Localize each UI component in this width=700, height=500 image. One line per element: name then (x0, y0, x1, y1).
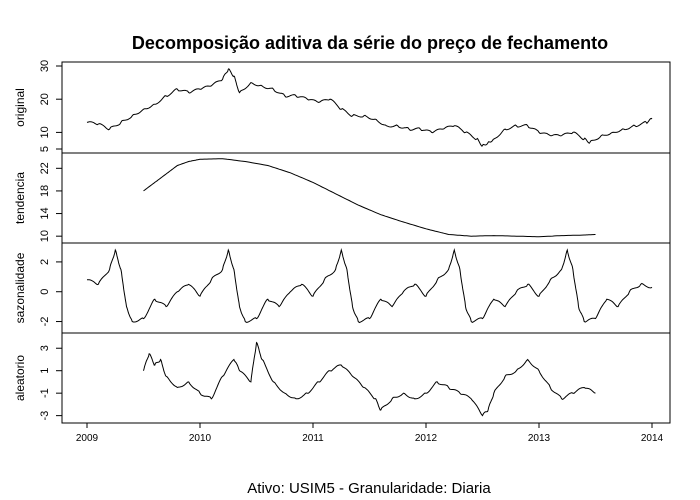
y-tick-label: -1 (39, 388, 51, 398)
y-axis-label-sazonalidade: sazonalidade (13, 252, 27, 323)
y-axis-label-aleatorio: aleatorio (13, 355, 27, 401)
y-tick-label: 22 (39, 162, 51, 174)
series-line-aleatorio (143, 341, 596, 417)
y-tick-label: 0 (39, 289, 51, 295)
x-axis: 2009 2010 2011 2012 2013 2014 (76, 423, 664, 444)
panel-frame-original (61, 61, 671, 154)
chart-title: Decomposição aditiva da série do preço d… (132, 33, 608, 53)
y-tick-label: 20 (39, 93, 51, 105)
y-tick-label: 10 (39, 230, 51, 242)
y-tick-label: 14 (39, 207, 51, 219)
panel-original: 5 10 20 30 original (13, 60, 671, 154)
x-tick-label: 2014 (641, 433, 664, 444)
panel-frame-tendencia (61, 152, 671, 244)
y-tick-label: 5 (39, 146, 51, 152)
series-line-original (86, 68, 653, 147)
y-tick-label: 10 (39, 126, 51, 138)
x-tick-label: 2013 (528, 433, 551, 444)
y-tick-label: 18 (39, 185, 51, 197)
y-axis-label-original: original (13, 88, 27, 127)
y-tick-label: 3 (39, 345, 51, 351)
y-tick-label: 30 (39, 60, 51, 72)
series-line-sazonalidade (86, 248, 653, 324)
panel-frame-aleatorio (61, 332, 671, 424)
x-tick-label: 2012 (415, 433, 438, 444)
y-axis-label-tendencia: tendencia (13, 172, 27, 224)
y-tick-label: 2 (39, 259, 51, 265)
x-tick-label: 2011 (302, 433, 324, 444)
panels-group: 5 10 20 30 original 10 14 18 22 tendencia -2 0 2 sazo… (13, 60, 671, 424)
y-tick-label: -3 (39, 411, 51, 421)
panel-frame-sazonalidade (61, 242, 671, 334)
y-tick-label: 1 (39, 368, 51, 374)
chart-caption: Ativo: USIM5 - Granularidade: Diaria (247, 480, 491, 497)
panel-tendencia: 10 14 18 22 tendencia (13, 152, 671, 244)
panel-sazonalidade: -2 0 2 sazonalidade (13, 242, 671, 334)
y-tick-label: -2 (39, 317, 51, 327)
x-tick-label: 2009 (76, 433, 99, 444)
x-tick-label: 2010 (189, 433, 212, 444)
series-line-tendencia (143, 158, 596, 238)
panel-aleatorio: -3 -1 1 3 aleatorio (13, 332, 671, 424)
